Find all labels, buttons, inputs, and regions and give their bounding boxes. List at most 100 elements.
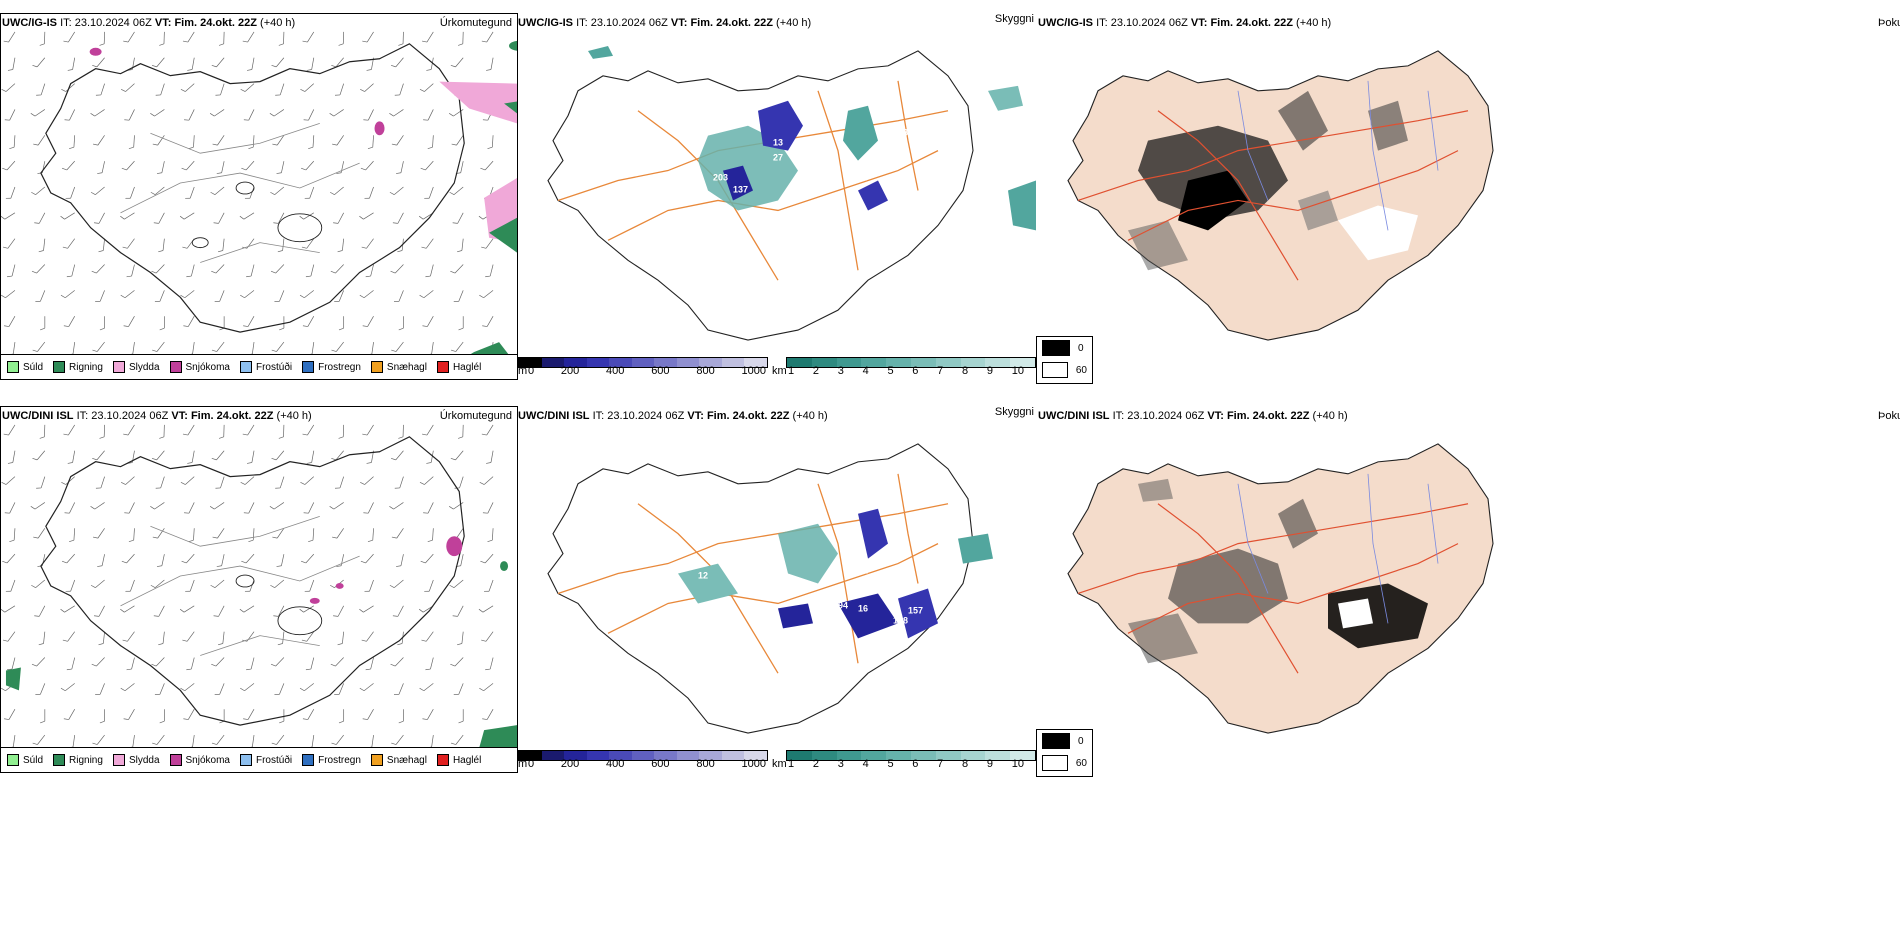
wind-barb: [124, 605, 135, 613]
wind-barb-flag: [243, 718, 249, 720]
colorbar-segment: [721, 751, 745, 760]
wind-barb-flag: [91, 663, 97, 667]
wind-barb: [278, 605, 285, 617]
wind-barb: [425, 238, 434, 249]
wind-barb: [96, 57, 105, 68]
wind-barb: [486, 316, 494, 327]
wind-barb-flag: [361, 639, 367, 642]
wind-barb: [303, 605, 314, 613]
wind-barb: [250, 264, 255, 277]
wind-barb: [336, 528, 344, 539]
wind-barb-flag: [389, 584, 395, 588]
wind-barb: [187, 316, 195, 327]
wind-barb-flag: [69, 539, 75, 543]
wind-barb-flag: [32, 349, 38, 352]
fog-legend-item: 60: [1037, 752, 1092, 774]
precip-legend-item: Slydda: [112, 361, 160, 373]
wind-barb: [156, 341, 165, 352]
wind-barb-flag: [38, 250, 44, 253]
cloud-map-row2: 12 103 102 90 194 188 157 16: [518, 424, 1038, 743]
wind-barb-flag: [9, 146, 15, 150]
legend-label: Haglél: [452, 754, 482, 766]
wind-barb-flag: [4, 718, 10, 720]
wind-barb-flag: [302, 433, 308, 436]
wind-barb-flag: [180, 89, 186, 92]
wind-barb: [456, 528, 464, 539]
wind-barb-flag: [3, 639, 8, 642]
wind-barb: [312, 528, 315, 541]
wind-barb-flag: [63, 433, 69, 436]
wind-barb: [154, 186, 165, 195]
fog-map-row1: [1038, 31, 1558, 350]
wind-barb: [335, 657, 344, 667]
wind-barb-flag: [448, 506, 454, 510]
model-name: UWC/IG-IS: [1038, 17, 1093, 29]
wind-barb-flag: [62, 246, 68, 249]
wind-barb-flag: [60, 608, 65, 613]
wind-barb: [130, 579, 135, 592]
colorbar-tick-label: 800: [696, 758, 715, 770]
wind-barb: [460, 554, 464, 566]
wind-barb-flag: [242, 433, 248, 436]
colorbar-segment: [836, 751, 862, 760]
wind-barb: [155, 657, 165, 667]
cloud-value-label: 203: [713, 173, 728, 183]
wind-barb: [192, 342, 195, 354]
wind-barb: [160, 83, 165, 96]
legend-swatch: [239, 754, 252, 766]
wind-barb: [220, 476, 225, 489]
wind-barb: [13, 528, 16, 541]
legend-swatch: [53, 754, 66, 766]
wind-barb-flag: [279, 720, 285, 724]
cloud-value-label: 188: [893, 615, 908, 625]
wind-barb: [337, 605, 344, 617]
wind-barb: [276, 528, 285, 539]
lead-time: (+40 h): [1296, 17, 1332, 29]
wind-barb-flag: [158, 643, 164, 646]
wind-barb-flag: [246, 69, 252, 71]
wind-barb: [424, 476, 434, 485]
cloud-map-row1: 30 203 137 12 98 38 13 27: [518, 31, 1038, 350]
cloud-value-label: 102: [853, 566, 868, 576]
wind-barb-flag: [330, 663, 336, 667]
wind-barb-flag: [120, 482, 126, 485]
wind-barb-flag: [120, 608, 125, 613]
model-name: UWC/IG-IS: [518, 17, 573, 29]
wind-barb: [99, 290, 105, 302]
legend-swatch: [436, 361, 449, 373]
wind-barb-flag: [61, 89, 67, 92]
wind-barb-flag: [242, 40, 248, 43]
wind-barb: [339, 476, 345, 489]
wind-barb: [159, 683, 165, 695]
wind-barb: [308, 109, 315, 121]
wind-barb-flag: [61, 560, 67, 564]
wind-barb-flag: [305, 668, 311, 671]
wind-barb: [6, 160, 16, 171]
iceland-land: [1067, 50, 1494, 341]
wind-barb-flag: [479, 482, 485, 485]
wind-barb: [338, 290, 344, 302]
colorbar-tick-label: 3: [837, 365, 844, 377]
wind-barb: [66, 553, 75, 564]
wind-barb-flag: [91, 270, 97, 274]
wind-barb-flag: [332, 536, 338, 539]
legend-label: Frostregn: [318, 361, 361, 373]
wind-barb-flag: [180, 482, 186, 485]
lead-time: (+40 h): [260, 17, 296, 29]
iceland-outline: [40, 43, 465, 333]
wind-barb-flag: [1, 687, 6, 692]
wind-barb: [183, 605, 195, 613]
precip-shapes: [5, 536, 517, 748]
wind-barb-flag: [211, 663, 217, 667]
wind-barb: [99, 683, 105, 695]
wind-barb-flag: [336, 565, 342, 567]
wind-barb: [400, 554, 404, 566]
wind-barb: [427, 502, 434, 514]
wind-barb: [43, 238, 46, 251]
colorbar-segment: [985, 358, 1011, 367]
wind-barb-flag: [299, 215, 304, 220]
wind-barb-flag: [270, 270, 276, 274]
wind-barb: [101, 161, 105, 173]
it-label: IT:: [76, 410, 89, 422]
fog-legend-row1: 0 60: [1036, 336, 1093, 384]
